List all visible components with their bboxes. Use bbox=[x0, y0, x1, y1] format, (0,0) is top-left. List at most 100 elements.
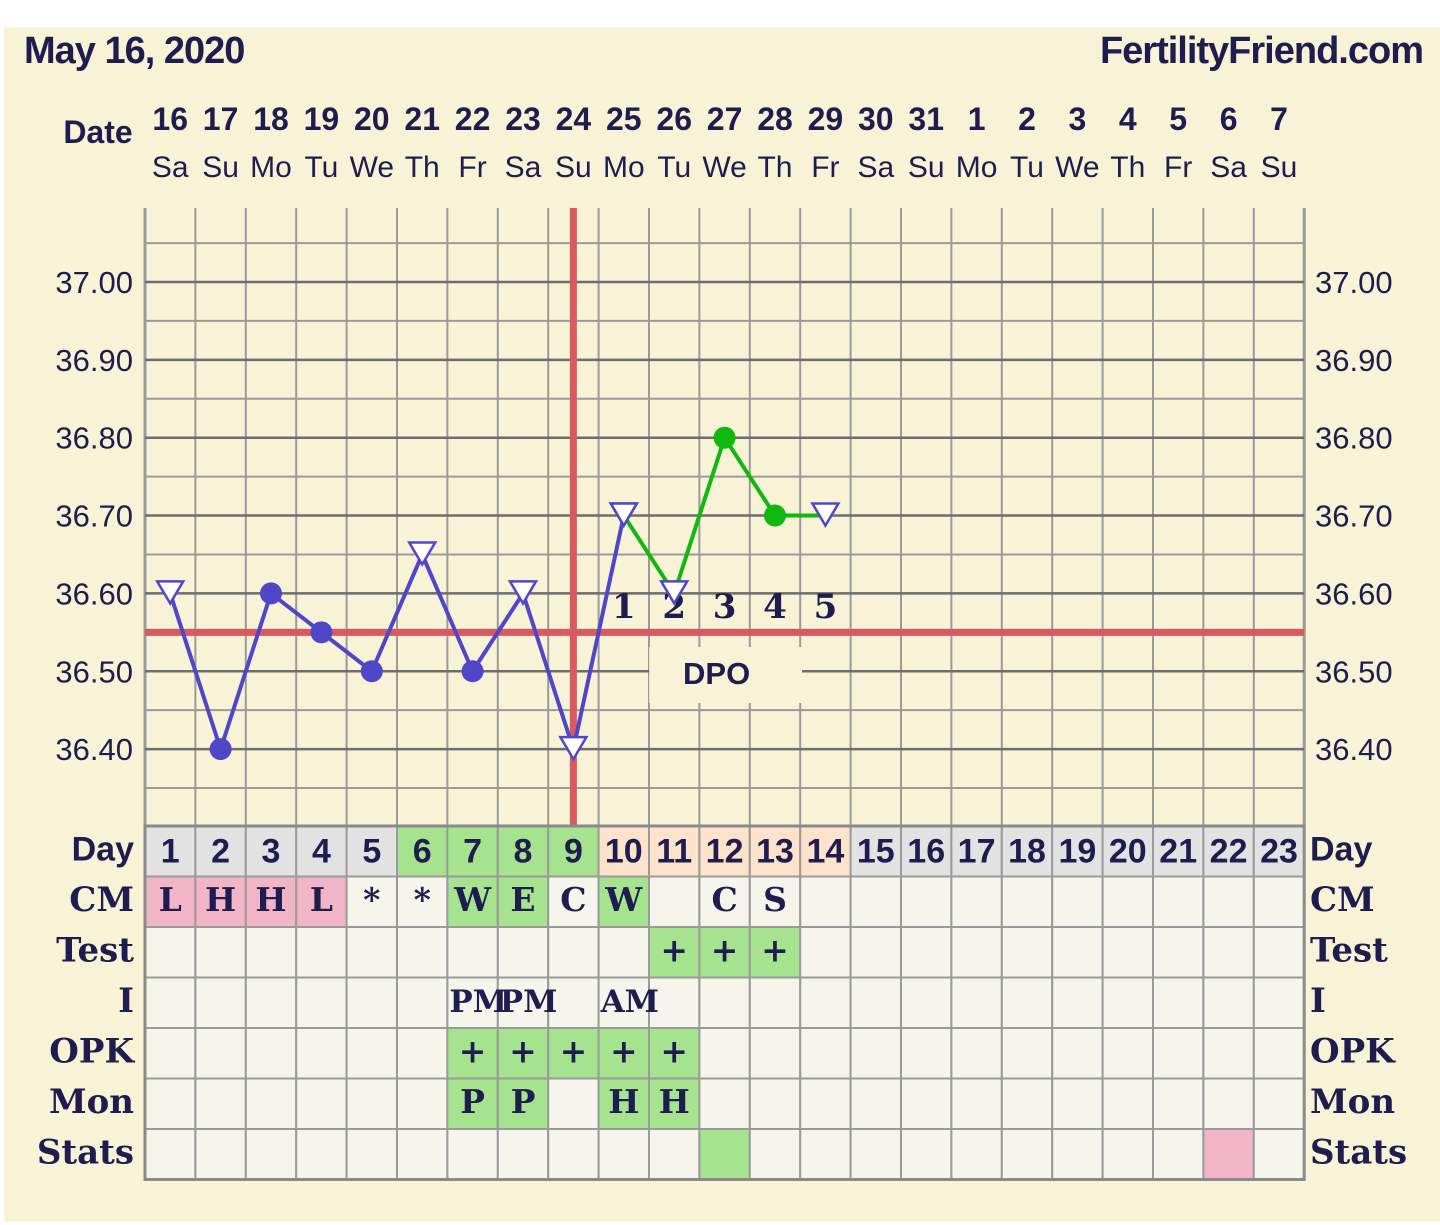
day-value: 11 bbox=[656, 832, 692, 870]
row-cell bbox=[748, 976, 802, 1029]
day-value: 12 bbox=[706, 832, 744, 870]
day-value: 5 bbox=[362, 832, 381, 870]
site-brand[interactable]: FertilityFriend.com bbox=[1099, 30, 1424, 72]
row-cell bbox=[1000, 1077, 1054, 1130]
y-tick-label-right: 36.70 bbox=[1315, 499, 1393, 534]
temperature-point-open bbox=[558, 735, 589, 762]
row-cell bbox=[698, 976, 751, 1029]
dpo-number: 4 bbox=[763, 587, 787, 627]
weekday-label: Fr bbox=[811, 151, 839, 184]
weekday-label: Tu bbox=[657, 151, 691, 184]
weekday-label: Th bbox=[405, 151, 440, 184]
dpo-number: 2 bbox=[662, 587, 686, 627]
row-cell bbox=[849, 1128, 902, 1181]
row-cell bbox=[1202, 976, 1255, 1029]
row-cell bbox=[849, 926, 902, 979]
temperature-point bbox=[260, 582, 282, 605]
day-value: 8 bbox=[514, 832, 533, 870]
day-value: 22 bbox=[1210, 832, 1248, 870]
day-value: 1 bbox=[161, 832, 180, 870]
row-cell bbox=[1101, 875, 1154, 928]
cm-value: W bbox=[604, 880, 643, 919]
temperature-point bbox=[713, 426, 736, 449]
weekday-label: Fr bbox=[1164, 151, 1192, 184]
row-cell bbox=[900, 1077, 953, 1130]
temperature-point-open bbox=[810, 502, 841, 529]
weekday-label: Sa bbox=[857, 151, 894, 184]
date-label: 17 bbox=[203, 101, 239, 137]
date-label: 31 bbox=[908, 101, 944, 137]
intercourse-label: AM bbox=[600, 984, 659, 1020]
date-label: 28 bbox=[757, 101, 793, 137]
row-cell bbox=[194, 1027, 247, 1080]
date-label: 24 bbox=[556, 101, 592, 137]
row-cell bbox=[950, 1077, 1003, 1130]
date-label: 20 bbox=[354, 101, 390, 137]
row-cell bbox=[1101, 1027, 1154, 1080]
row-cell bbox=[799, 875, 852, 928]
date-label: 29 bbox=[808, 101, 844, 137]
row-label-right: Mon bbox=[1310, 1082, 1395, 1122]
pre-ovulation-temperature-line bbox=[168, 515, 626, 752]
row-cell bbox=[1000, 926, 1054, 979]
row-cell bbox=[950, 926, 1003, 979]
opk-value: + bbox=[509, 1031, 537, 1070]
row-cell bbox=[1101, 825, 1154, 878]
row-cell bbox=[194, 976, 247, 1029]
row-cell bbox=[597, 976, 650, 1029]
row-cell bbox=[748, 875, 802, 928]
row-cell bbox=[1202, 1077, 1255, 1130]
day-value: 13 bbox=[756, 832, 794, 870]
weekday-label: Tu bbox=[1010, 151, 1044, 184]
date-label: 21 bbox=[404, 101, 440, 137]
y-tick-label-left: 36.80 bbox=[55, 421, 133, 456]
date-label: 16 bbox=[152, 101, 188, 137]
row-label-right: Day bbox=[1310, 830, 1372, 868]
row-cell bbox=[1202, 875, 1255, 928]
dpo-number: 5 bbox=[814, 587, 838, 627]
weekday-label: We bbox=[702, 151, 746, 184]
date-label: 27 bbox=[707, 101, 743, 137]
weekday-label: Th bbox=[1110, 151, 1145, 184]
row-cell bbox=[295, 1077, 348, 1130]
row-cell bbox=[799, 1077, 852, 1130]
date-label: 26 bbox=[656, 101, 692, 137]
row-cell bbox=[295, 1128, 348, 1181]
row-cell bbox=[244, 1128, 298, 1181]
row-cell bbox=[446, 1077, 499, 1130]
day-value: 17 bbox=[958, 832, 996, 870]
test-value: + bbox=[660, 930, 688, 969]
row-cell bbox=[849, 1077, 902, 1130]
temperature-point bbox=[360, 660, 383, 683]
date-label: 23 bbox=[505, 101, 541, 137]
row-cell bbox=[345, 1128, 399, 1181]
row-label-right: Test bbox=[1310, 930, 1388, 970]
y-tick-label-right: 36.80 bbox=[1315, 421, 1393, 456]
row-cell bbox=[1152, 1027, 1205, 1080]
cm-value: L bbox=[310, 880, 333, 919]
row-cell bbox=[1101, 976, 1154, 1029]
dpo-number: 3 bbox=[713, 587, 737, 627]
weekday-label: Sa bbox=[505, 151, 542, 184]
weekday-label: Su bbox=[202, 151, 239, 184]
date-label: 7 bbox=[1270, 101, 1288, 137]
weekday-label: Mo bbox=[603, 151, 645, 184]
row-cell bbox=[496, 926, 550, 979]
weekday-label: Sa bbox=[152, 151, 189, 184]
row-cell bbox=[345, 976, 399, 1029]
day-value: 15 bbox=[857, 832, 895, 870]
temperature-point-open bbox=[659, 580, 690, 606]
row-cell bbox=[396, 1027, 449, 1080]
row-cell bbox=[396, 926, 449, 979]
temperature-point-open bbox=[155, 580, 186, 606]
y-tick-label-left: 36.90 bbox=[55, 343, 133, 378]
row-cell bbox=[900, 926, 953, 979]
row-cell bbox=[1152, 1077, 1205, 1130]
weekday-label: Su bbox=[908, 151, 945, 184]
opk-value: + bbox=[610, 1031, 638, 1070]
cm-value: L bbox=[159, 880, 182, 919]
row-cell bbox=[295, 926, 348, 979]
row-cell bbox=[799, 1027, 852, 1080]
y-tick-label-left: 36.70 bbox=[55, 499, 133, 534]
